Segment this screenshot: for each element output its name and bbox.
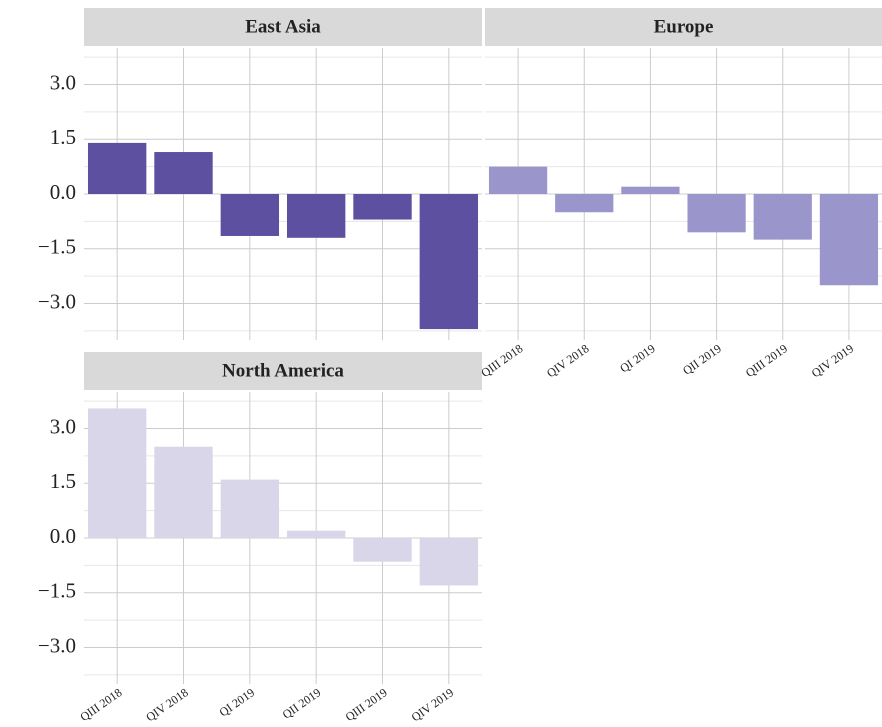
y-tick-label: 3.0 (50, 414, 76, 438)
bar (687, 194, 746, 233)
panel-header (84, 8, 482, 46)
y-tick-label: −1.5 (38, 235, 76, 259)
panel-header (485, 8, 882, 46)
bar (353, 194, 412, 220)
x-tick-label: QIV 2019 (809, 341, 856, 380)
y-tick-label: 0.0 (50, 180, 76, 204)
bar (621, 186, 680, 194)
bar (220, 479, 280, 538)
x-tick-label: QIV 2018 (544, 341, 591, 380)
y-tick-label: −3.0 (38, 289, 76, 313)
y-tick-label: 1.5 (50, 469, 76, 493)
bar (488, 166, 548, 194)
panel-title: East Asia (245, 16, 321, 37)
y-tick-label: 0.0 (50, 524, 76, 548)
x-tick-label: QIII 2018 (478, 341, 525, 380)
y-tick-label: −1.5 (38, 579, 76, 603)
x-tick-label: QIII 2019 (743, 341, 790, 380)
panel-title: Europe (654, 16, 714, 37)
bar (819, 194, 879, 286)
x-tick-label: QII 2019 (280, 685, 324, 722)
panel-title: North America (222, 360, 344, 381)
x-tick-label: QI 2019 (617, 341, 658, 375)
bar (154, 152, 213, 194)
y-tick-label: −3.0 (38, 633, 76, 657)
x-tick-label: QIII 2019 (343, 685, 390, 724)
bar (220, 194, 280, 236)
bar (286, 530, 346, 538)
bar (353, 538, 412, 562)
bar (419, 538, 479, 586)
x-tick-label: QIII 2018 (77, 685, 124, 724)
bar (286, 194, 346, 238)
x-tick-label: QII 2019 (680, 341, 724, 378)
bar (87, 142, 147, 194)
bar (419, 194, 479, 330)
x-tick-label: QI 2019 (217, 685, 258, 719)
panel-header (84, 352, 482, 390)
bar (87, 408, 147, 538)
x-tick-label: QIV 2018 (143, 685, 190, 724)
y-tick-label: 3.0 (50, 70, 76, 94)
bar (154, 446, 213, 538)
bar (753, 194, 812, 240)
bar (555, 194, 614, 213)
y-tick-label: 1.5 (50, 125, 76, 149)
x-tick-label: QIV 2019 (409, 685, 456, 724)
